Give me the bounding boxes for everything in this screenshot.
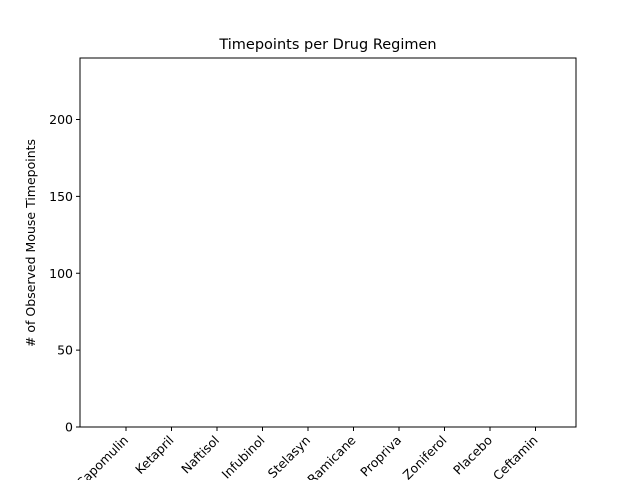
- axes-frame: [79, 57, 577, 428]
- y-tick-label: 100: [49, 266, 73, 281]
- chart-title: Timepoints per Drug Regimen: [218, 37, 436, 53]
- y-axis-label: # of Observed Mouse Timepoints: [23, 139, 38, 347]
- y-tick-label: 150: [49, 189, 73, 204]
- y-tick-label: 200: [49, 112, 73, 127]
- y-tick-label: 0: [65, 420, 73, 435]
- y-tick-label: 50: [57, 343, 73, 358]
